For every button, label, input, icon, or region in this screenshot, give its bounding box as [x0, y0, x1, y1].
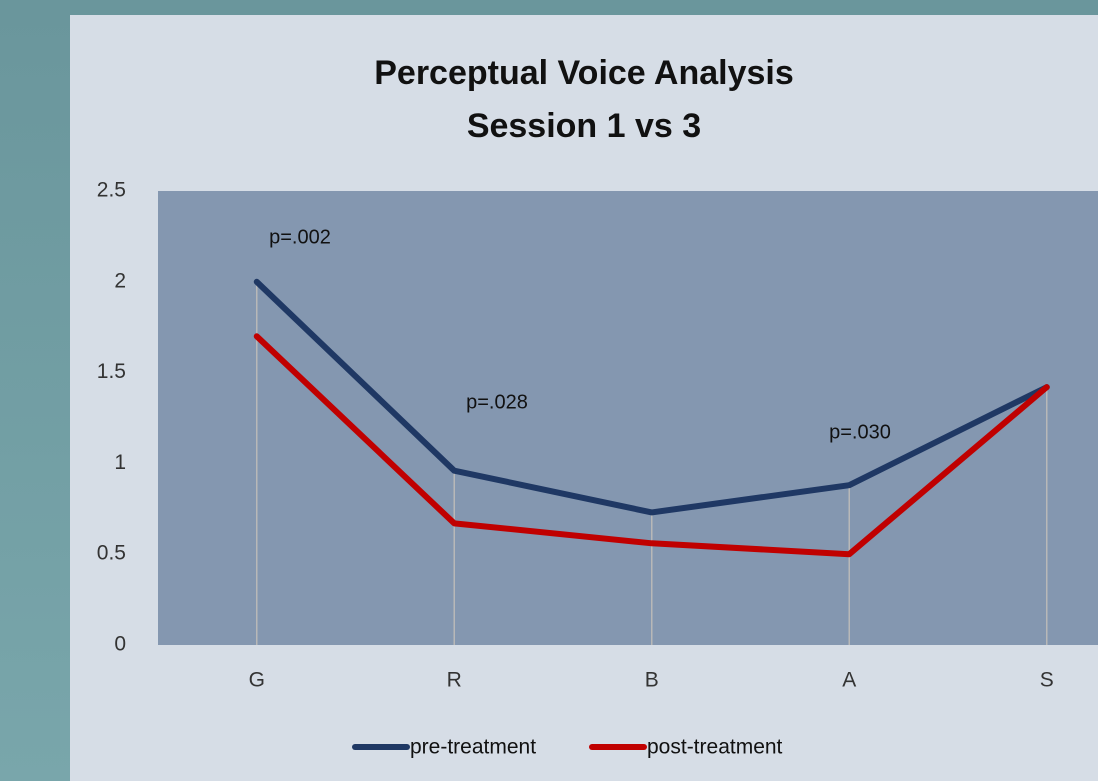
y-tick-label: 1 — [114, 451, 126, 474]
plot-area — [158, 191, 1098, 645]
chart-title: Perceptual Voice Analysis — [374, 54, 794, 92]
series-line — [253, 278, 1050, 516]
x-tick-label: A — [842, 669, 856, 692]
y-tick-label: 0.5 — [97, 542, 126, 565]
x-tick-label: R — [447, 669, 462, 692]
legend-label: pre-treatment — [410, 736, 536, 759]
annotation: p=.002 — [269, 226, 331, 248]
y-tick-label: 2.5 — [97, 179, 126, 202]
y-tick-label: 2 — [114, 269, 126, 292]
x-tick-label: S — [1040, 669, 1054, 692]
annotation: p=.028 — [466, 391, 528, 413]
chart-subtitle: Session 1 vs 3 — [467, 107, 701, 145]
x-tick-label: G — [249, 669, 265, 692]
legend-label: post-treatment — [647, 736, 783, 759]
x-tick-label: B — [645, 669, 659, 692]
annotation: p=.030 — [829, 421, 891, 443]
y-tick-label: 1.5 — [97, 360, 126, 383]
y-tick-label: 0 — [114, 633, 126, 656]
series-line — [253, 333, 1050, 558]
